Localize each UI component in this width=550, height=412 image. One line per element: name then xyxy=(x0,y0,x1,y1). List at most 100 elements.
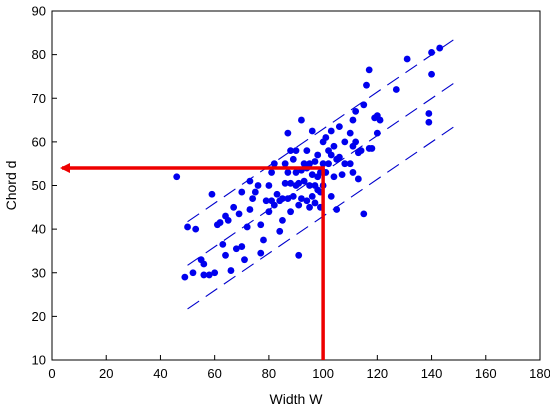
data-point xyxy=(246,177,254,185)
data-point xyxy=(333,206,341,213)
x-tick-label: 80 xyxy=(262,366,276,381)
data-point xyxy=(308,127,316,135)
data-point xyxy=(349,169,357,176)
data-point xyxy=(335,153,343,161)
x-tick-label: 160 xyxy=(475,366,497,381)
data-point xyxy=(200,271,208,279)
data-point xyxy=(303,197,311,205)
data-point xyxy=(208,190,216,198)
data-point xyxy=(276,227,284,235)
y-tick-label: 70 xyxy=(32,91,46,106)
data-point xyxy=(298,116,305,124)
data-point xyxy=(232,245,240,253)
data-point xyxy=(289,155,297,163)
data-point xyxy=(222,251,229,259)
data-point xyxy=(284,195,292,202)
data-point xyxy=(325,160,332,168)
data-point xyxy=(308,193,316,200)
y-tick-label: 50 xyxy=(32,178,46,193)
data-point xyxy=(352,107,360,115)
data-point xyxy=(205,271,213,279)
data-point xyxy=(262,197,270,205)
data-point xyxy=(268,169,275,176)
x-axis-title: Width W xyxy=(270,391,324,407)
data-point xyxy=(436,44,444,52)
upper-prediction-line xyxy=(187,35,459,223)
data-point xyxy=(327,127,335,135)
data-point xyxy=(295,179,303,187)
data-point xyxy=(360,101,368,109)
data-point xyxy=(306,182,313,189)
data-point xyxy=(265,182,273,189)
data-point xyxy=(287,179,294,187)
x-tick-label: 0 xyxy=(48,366,55,381)
data-point xyxy=(230,203,238,211)
data-point xyxy=(249,195,257,202)
data-point xyxy=(241,256,248,264)
data-point xyxy=(319,160,327,168)
data-point xyxy=(189,269,197,277)
data-point xyxy=(352,138,360,146)
data-point xyxy=(270,160,278,168)
data-point xyxy=(287,208,294,216)
data-point xyxy=(306,203,313,211)
data-point xyxy=(300,177,308,185)
data-point xyxy=(173,173,181,181)
data-point xyxy=(270,201,278,209)
data-point xyxy=(192,225,200,233)
data-point xyxy=(295,201,303,209)
data-point xyxy=(181,273,189,281)
data-point xyxy=(227,267,235,274)
data-point xyxy=(200,260,208,268)
y-tick-label: 10 xyxy=(32,353,46,368)
plot-area: 0 20 40 60 80 100 120 140 160 180 10 20 30 40 50 60 70 80… xyxy=(32,4,550,382)
data-point xyxy=(322,134,330,141)
x-tick-label: 100 xyxy=(312,366,334,381)
data-point xyxy=(341,138,349,146)
data-point xyxy=(292,147,300,155)
data-point xyxy=(284,169,292,176)
data-point xyxy=(425,110,433,117)
data-point xyxy=(257,221,265,229)
data-point xyxy=(211,269,219,277)
y-tick-label: 80 xyxy=(32,47,46,62)
data-point xyxy=(311,158,319,165)
y-tick-label: 40 xyxy=(32,222,46,237)
data-point xyxy=(341,160,349,168)
data-point xyxy=(428,49,435,56)
x-tick-label: 60 xyxy=(207,366,221,381)
data-point xyxy=(279,195,286,202)
data-point xyxy=(346,160,354,168)
data-point xyxy=(403,55,411,63)
data-point xyxy=(257,249,265,257)
data-point xyxy=(281,179,289,187)
data-point xyxy=(311,199,319,207)
x-tick-label: 20 xyxy=(99,366,113,381)
data-point xyxy=(327,151,335,159)
data-point xyxy=(365,66,373,74)
x-tick-label: 120 xyxy=(366,366,388,381)
data-point xyxy=(238,188,246,196)
data-point xyxy=(354,175,362,183)
x-tick-label: 40 xyxy=(153,366,167,381)
data-point xyxy=(219,240,227,248)
data-point xyxy=(292,169,300,176)
data-point xyxy=(238,243,246,250)
data-point xyxy=(281,160,289,168)
data-point xyxy=(308,171,316,178)
data-point xyxy=(376,116,384,124)
data-point xyxy=(243,223,251,231)
y-tick-label: 90 xyxy=(32,4,46,19)
data-point xyxy=(363,81,370,89)
data-point xyxy=(279,217,286,224)
data-point xyxy=(357,147,365,155)
data-point xyxy=(373,129,381,137)
data-point xyxy=(349,116,357,124)
data-point xyxy=(314,151,322,159)
data-point xyxy=(303,147,311,155)
data-point xyxy=(330,173,338,181)
data-point xyxy=(346,129,354,137)
data-point xyxy=(298,195,305,202)
data-point xyxy=(306,160,313,168)
y-tick-label: 30 xyxy=(32,265,46,280)
